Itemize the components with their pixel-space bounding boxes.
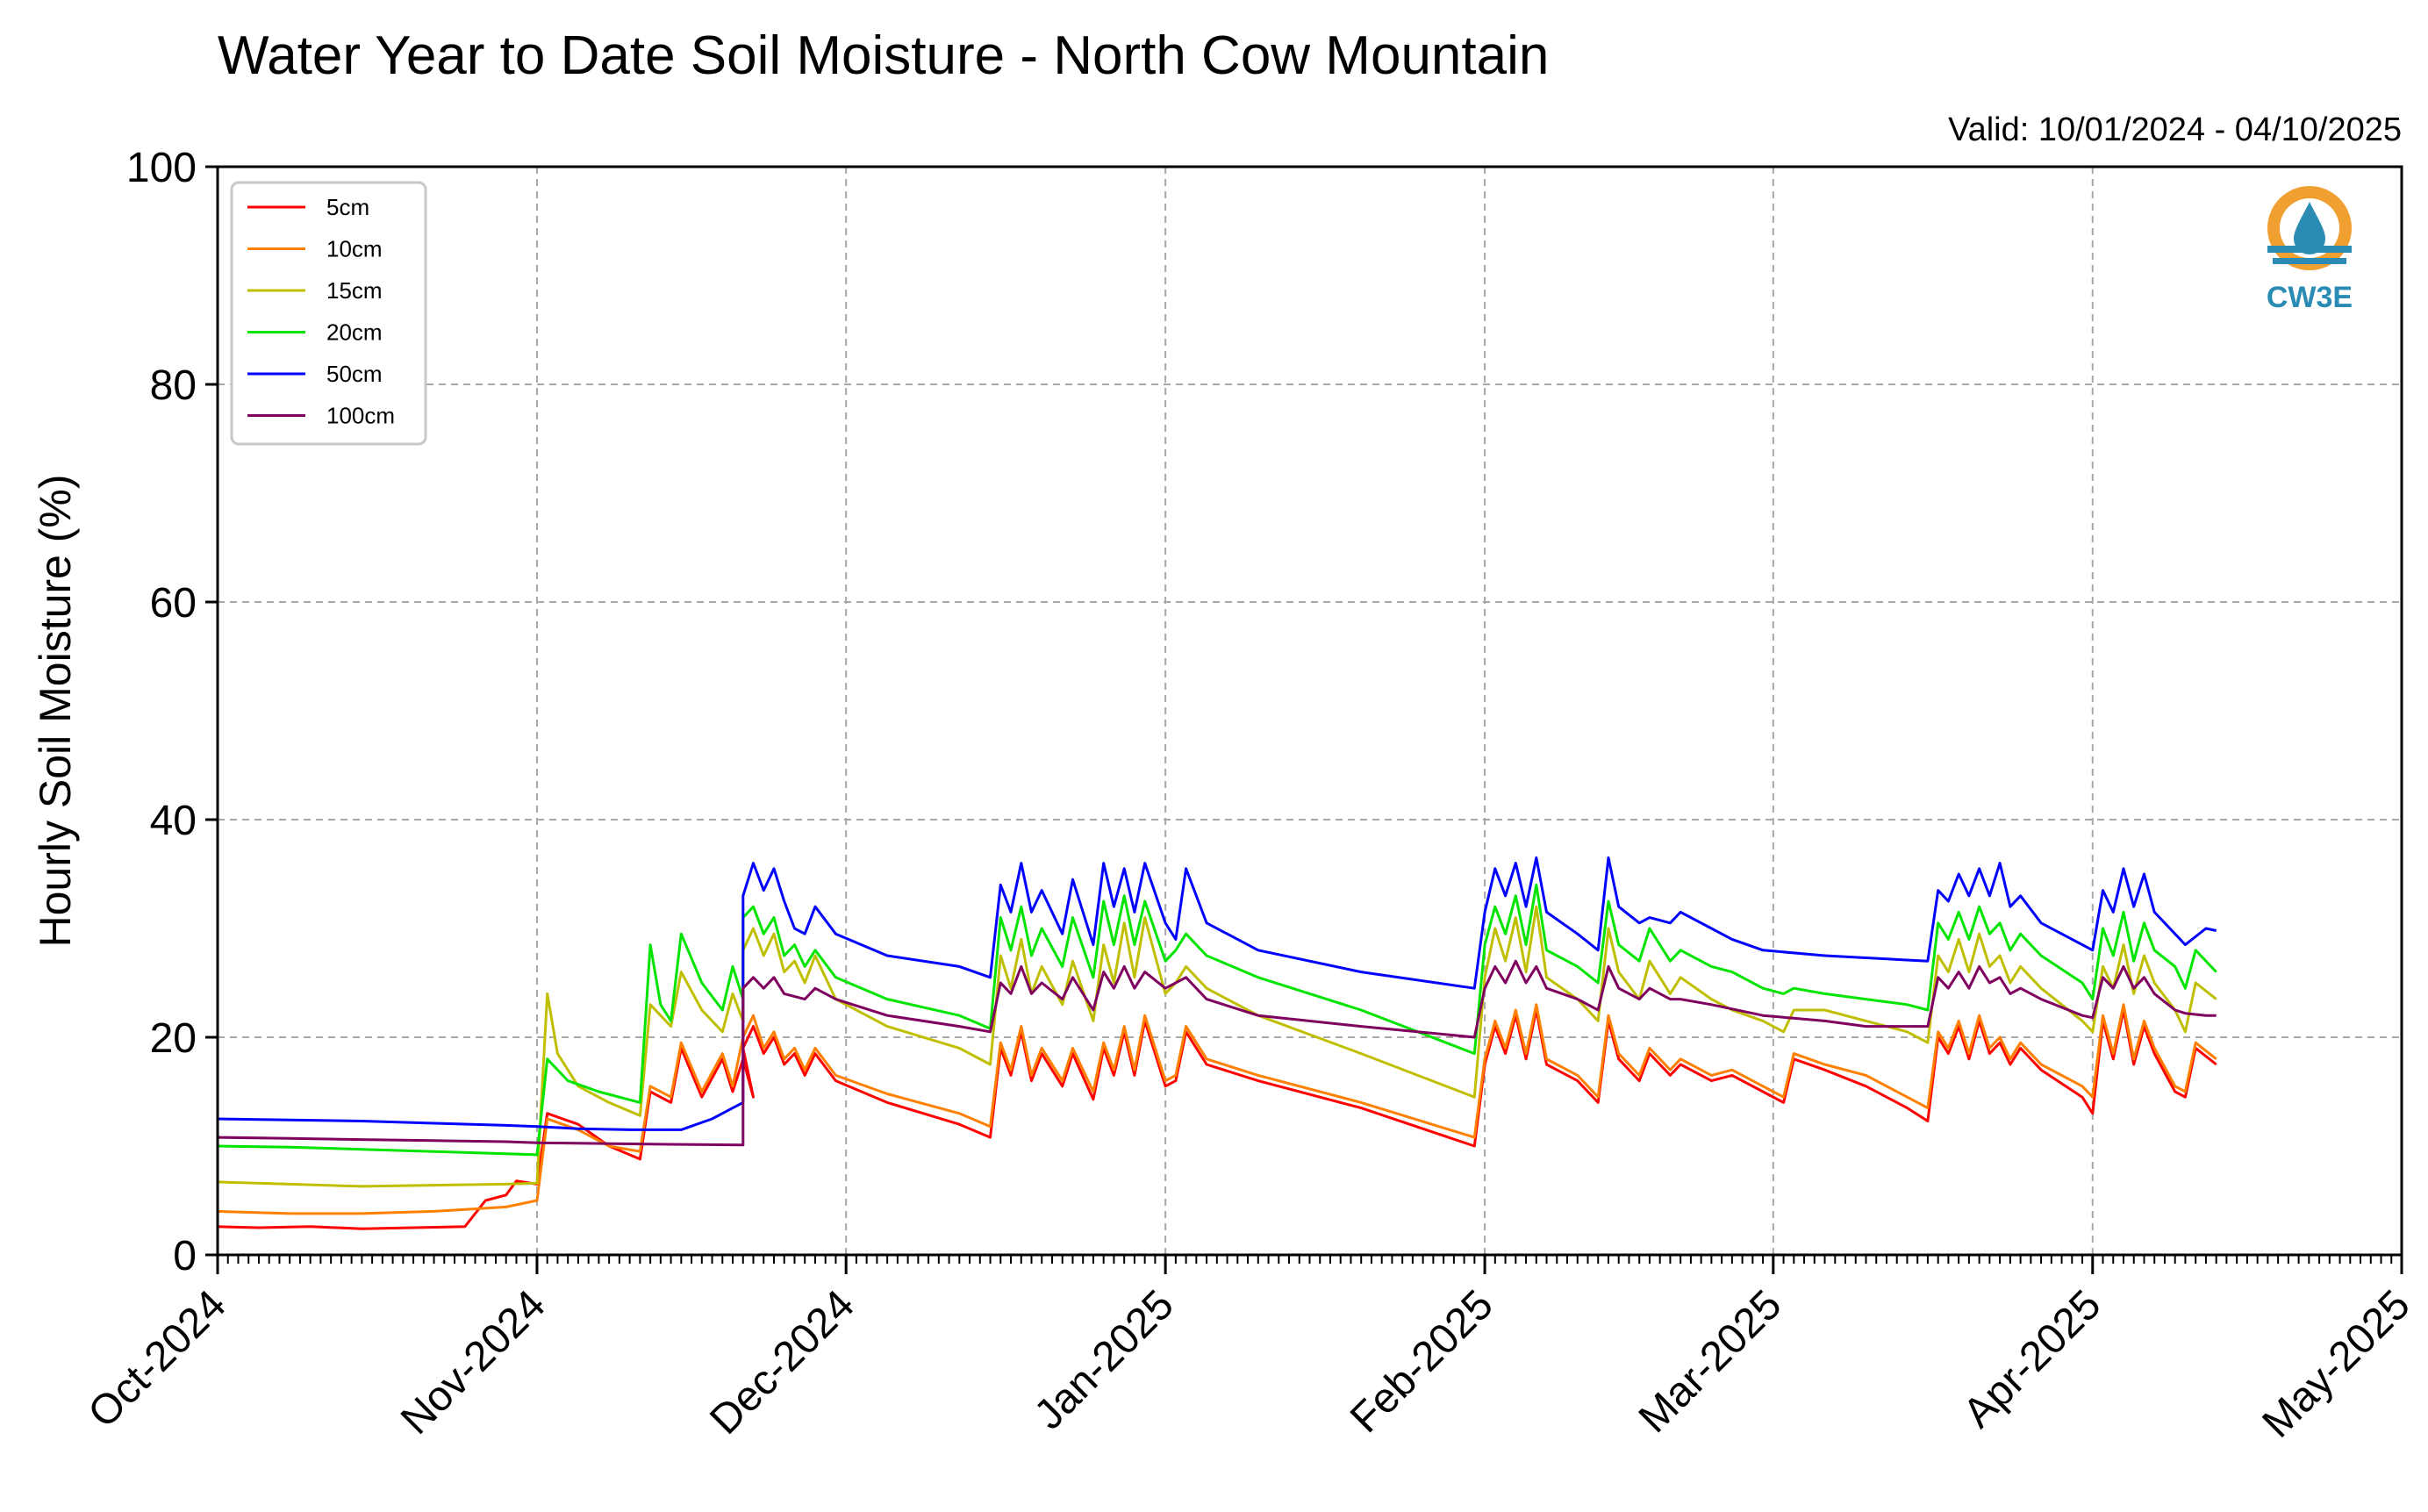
legend-label: 5cm (326, 194, 369, 220)
chart-title: Water Year to Date Soil Moisture - North… (218, 25, 1549, 86)
legend: 5cm 10cm 15cm 20cm 50cm 100cm (230, 181, 427, 446)
series-line-10cm (217, 1003, 2217, 1215)
y-tick-label: 0 (173, 1233, 197, 1279)
legend-label: 100cm (326, 403, 395, 429)
legend-items: 5cm 10cm 15cm 20cm 50cm 100cm (247, 194, 395, 429)
y-tick-label: 20 (150, 1015, 197, 1062)
legend-label: 50cm (326, 361, 383, 387)
legend-label: 15cm (326, 277, 383, 304)
cw3e-logo: CW3E (2267, 186, 2353, 314)
logo-text: CW3E (2267, 281, 2353, 314)
series-line-100cm (217, 959, 2217, 1147)
grid-lines (218, 167, 2402, 1255)
series-line-20cm (217, 883, 2217, 1157)
y-tick-label: 100 (126, 145, 197, 191)
logo-wave-2 (2273, 258, 2346, 264)
y-tick-label: 40 (150, 798, 197, 844)
legend-label: 20cm (326, 319, 383, 346)
series-line-5cm (217, 1008, 2217, 1230)
water-drop-icon (2294, 202, 2325, 254)
y-tick-label: 60 (150, 580, 197, 627)
series-line-15cm (217, 905, 2217, 1188)
series-lines (217, 856, 2217, 1230)
legend-label: 10cm (326, 236, 383, 262)
chart-subtitle: Valid: 10/01/2024 - 04/10/2025 (1948, 111, 2402, 148)
logo-wave-1 (2267, 246, 2352, 253)
series-line-50cm (217, 856, 2217, 1131)
y-tick-label: 80 (150, 362, 197, 409)
y-axis-label: Hourly Soil Moisture (%) (31, 474, 80, 947)
